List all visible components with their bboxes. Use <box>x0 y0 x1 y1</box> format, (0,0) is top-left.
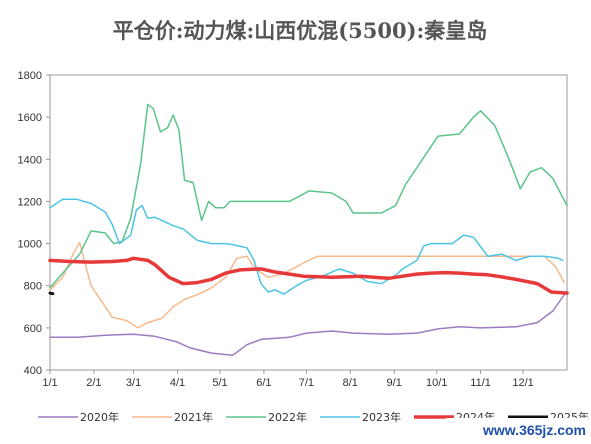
x-tick-label: 10/1 <box>426 377 447 389</box>
watermark-text: www.365jz.com <box>482 422 586 438</box>
y-tick-label: 600 <box>24 323 42 335</box>
y-axis: 400 600 800 1000 1200 1400 1600 1800 <box>18 70 50 377</box>
series-line-2024 <box>48 256 569 295</box>
x-tick-label: 11/1 <box>470 377 491 389</box>
y-tick-label: 1200 <box>18 196 42 208</box>
series-line-2025 <box>48 291 55 296</box>
chart-title: 平仓价:动力煤:山西优混(5500):秦皇岛 <box>113 18 488 43</box>
y-tick-label: 1000 <box>18 239 42 251</box>
watermark-background <box>446 418 588 440</box>
x-axis: 1/1 2/1 3/1 4/1 5/1 6/1 7/1 8/1 9/1 10/1 11/1 12/1 <box>42 370 534 389</box>
x-tick-label: 3/1 <box>126 377 141 389</box>
y-tick-label: 1800 <box>18 70 42 82</box>
y-tick-label: 400 <box>24 365 42 377</box>
x-tick-label: 7/1 <box>299 377 314 389</box>
series-line-2023 <box>49 198 564 295</box>
legend-label: 2021年 <box>174 410 213 424</box>
x-tick-label: 4/1 <box>170 377 185 389</box>
x-tick-label: 9/1 <box>387 377 402 389</box>
x-tick-label: 1/1 <box>42 377 57 389</box>
series-line-2021 <box>49 241 565 329</box>
y-tick-label: 800 <box>24 281 42 293</box>
series-layer <box>48 103 569 357</box>
series-line-2022 <box>49 103 568 289</box>
plot-frame <box>49 74 568 371</box>
x-tick-label: 6/1 <box>256 377 271 389</box>
series-line-2020 <box>49 290 568 357</box>
x-tick-label: 5/1 <box>212 377 227 389</box>
legend-label: 2023年 <box>362 410 401 424</box>
x-tick-label: 2/1 <box>86 377 101 389</box>
x-tick-label: 8/1 <box>343 377 358 389</box>
y-tick-label: 1400 <box>18 154 42 166</box>
legend-label: 2020年 <box>80 410 119 424</box>
legend-label: 2022年 <box>268 410 307 424</box>
x-tick-label: 12/1 <box>512 377 533 389</box>
y-tick-label: 1600 <box>18 112 42 124</box>
watermark: www.365jz.com <box>446 418 588 440</box>
plot-area-border <box>49 74 568 371</box>
